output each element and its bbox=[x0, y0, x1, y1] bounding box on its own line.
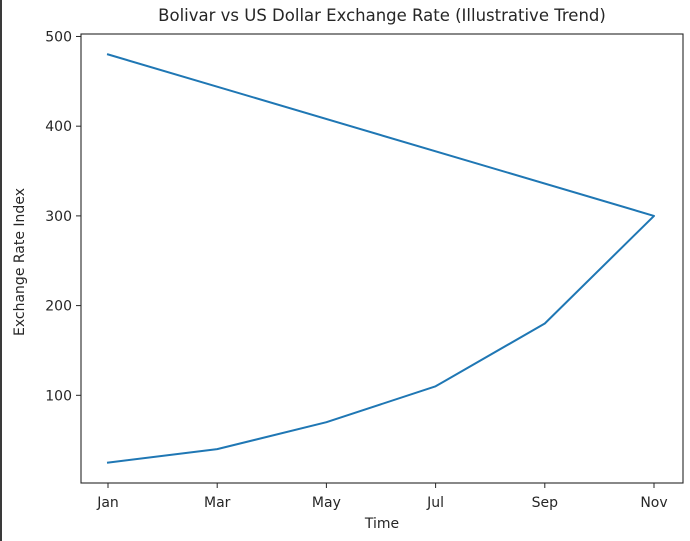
plot-frame bbox=[80, 33, 684, 484]
x-tick-label: Nov bbox=[640, 495, 667, 511]
x-axis: Jan Mar May Jul Sep Nov bbox=[96, 483, 668, 511]
plot-area bbox=[80, 33, 684, 484]
x-tick-label: Sep bbox=[532, 495, 559, 511]
y-tick-label: 200 bbox=[45, 299, 72, 315]
window-left-border bbox=[0, 0, 2, 541]
y-tick-label: 100 bbox=[45, 388, 72, 404]
y-tick-label: 400 bbox=[45, 119, 72, 135]
y-tick-label: 300 bbox=[45, 209, 72, 225]
y-axis: 100 200 300 400 500 bbox=[45, 29, 81, 404]
x-tick-label: Jul bbox=[426, 495, 444, 511]
x-axis-label: Time bbox=[364, 516, 400, 532]
x-tick-label: May bbox=[312, 495, 341, 511]
data-series bbox=[106, 53, 655, 464]
y-tick-label: 500 bbox=[45, 29, 72, 45]
series-line bbox=[106, 53, 655, 464]
x-tick-label: Jan bbox=[96, 495, 119, 511]
chart-title: Bolivar vs US Dollar Exchange Rate (Illu… bbox=[158, 6, 606, 25]
x-tick-label: Mar bbox=[204, 495, 231, 511]
